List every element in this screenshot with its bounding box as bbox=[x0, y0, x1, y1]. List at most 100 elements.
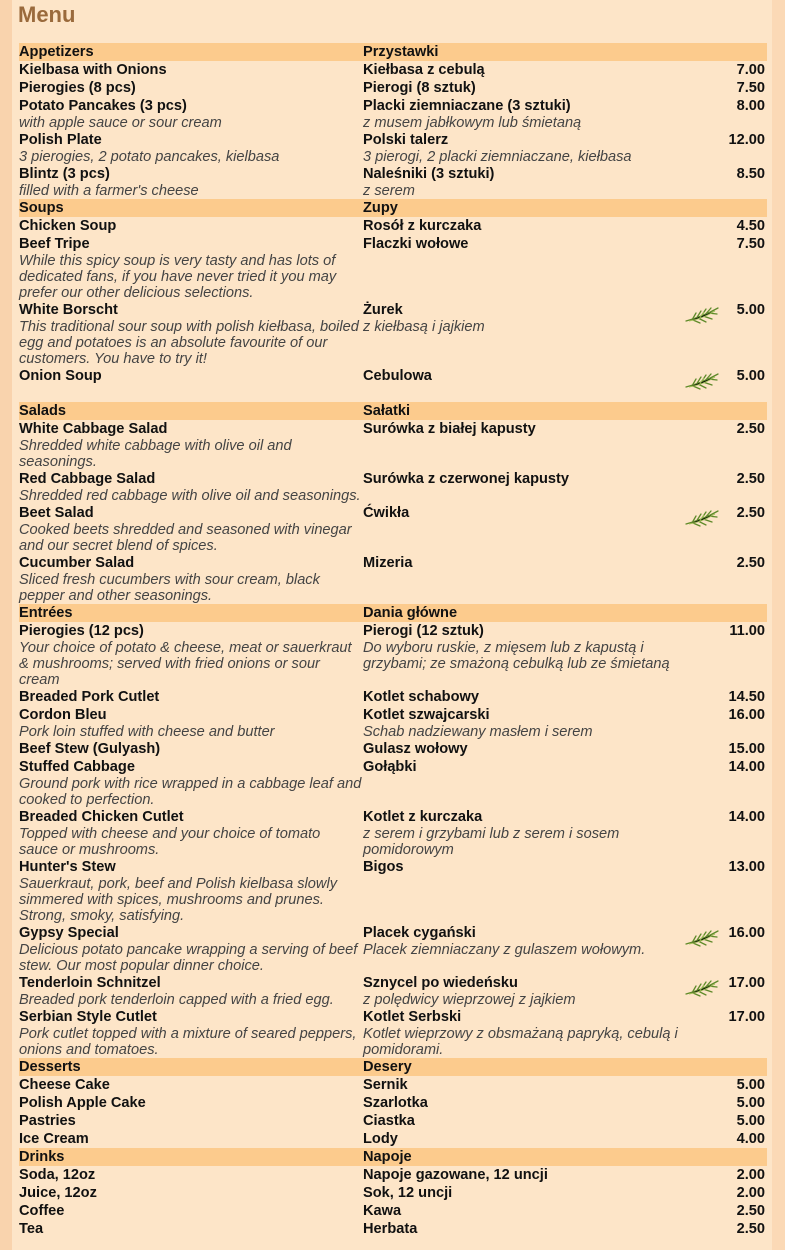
menu-item-row: Kielbasa with Onions Kiełbasa z cebulą 7.0… bbox=[19, 61, 767, 79]
item-desc-en: Pork loin stuffed with cheese and butter bbox=[19, 724, 275, 740]
section-title-pl: Napoje bbox=[363, 1148, 768, 1166]
item-en: Cheese Cake bbox=[19, 1076, 363, 1094]
item-pl: Szarlotka bbox=[363, 1094, 680, 1112]
item-pl: Bigos bbox=[363, 858, 680, 924]
menu-item-row: Red Cabbage Salad Shredded red cabbage wi… bbox=[19, 470, 767, 504]
item-en: Pierogies (12 pcs) Your choice of potato … bbox=[19, 622, 363, 688]
item-en: Chicken Soup bbox=[19, 217, 363, 235]
menu-item-row: Ice Cream Lody 4.00 bbox=[19, 1130, 767, 1148]
item-name-pl: Pierogi (12 sztuk) bbox=[363, 623, 484, 639]
herb-icon bbox=[684, 305, 722, 331]
item-price: 17.00 bbox=[728, 975, 766, 991]
icon-cell bbox=[680, 504, 725, 554]
item-price: 2.00 bbox=[736, 1185, 766, 1201]
item-name-en: Breaded Chicken Cutlet bbox=[19, 809, 184, 825]
item-en: Polish Plate 3 pierogies, 2 potato pancak… bbox=[19, 131, 363, 165]
item-pl: Ćwikła bbox=[363, 504, 680, 554]
item-name-pl: Szarlotka bbox=[363, 1095, 428, 1111]
item-price: 8.50 bbox=[736, 166, 766, 182]
item-name-pl: Kotlet Serbski bbox=[363, 1009, 462, 1025]
item-name-en: Tea bbox=[19, 1221, 44, 1237]
section-title-pl: Desery bbox=[363, 1058, 768, 1076]
section-title-en: Drinks bbox=[19, 1148, 363, 1166]
item-price: 12.00 bbox=[728, 132, 766, 148]
item-name-pl: Cebulowa bbox=[363, 368, 432, 384]
icon-cell bbox=[680, 420, 725, 470]
menu-item-row: Cheese Cake Sernik 5.00 bbox=[19, 1076, 767, 1094]
item-name-pl: Flaczki wołowe bbox=[363, 236, 469, 252]
section-title-pl: Przystawki bbox=[363, 43, 768, 61]
icon-cell bbox=[680, 858, 725, 924]
icon-cell bbox=[680, 97, 725, 131]
icon-cell bbox=[680, 1112, 725, 1130]
item-en: Stuffed Cabbage Ground pork with rice wra… bbox=[19, 758, 363, 808]
item-pl: Placki ziemniaczane (3 sztuki) z musem ja… bbox=[363, 97, 680, 131]
herb-icon bbox=[684, 978, 722, 1004]
item-pl: Żurek z kiełbasą i jajkiem bbox=[363, 301, 680, 367]
section-title-en: Soups bbox=[19, 199, 363, 217]
item-en: Serbian Style Cutlet Pork cutlet topped w… bbox=[19, 1008, 363, 1058]
section-title-en: Desserts bbox=[19, 1058, 363, 1076]
item-name-pl: Polski talerz bbox=[363, 132, 449, 148]
item-name-en: Coffee bbox=[19, 1203, 65, 1219]
item-price: 5.00 bbox=[736, 1113, 766, 1129]
menu-item-row: Polish Plate 3 pierogies, 2 potato pancak… bbox=[19, 131, 767, 165]
item-price: 4.50 bbox=[736, 218, 766, 234]
item-en: Beet Salad Cooked beets shredded and seas… bbox=[19, 504, 363, 554]
item-en: Gypsy Special Delicious potato pancake wr… bbox=[19, 924, 363, 974]
item-name-en: Cheese Cake bbox=[19, 1077, 110, 1093]
item-name-pl: Herbata bbox=[363, 1221, 418, 1237]
section-title-pl: Sałatki bbox=[363, 402, 768, 420]
herb-icon bbox=[684, 928, 722, 954]
item-pl: Ciastka bbox=[363, 1112, 680, 1130]
item-en: Breaded Pork Cutlet bbox=[19, 688, 363, 706]
item-name-en: Beef Stew (Gulyash) bbox=[19, 741, 161, 757]
menu-item-row: Beef Stew (Gulyash) Gulasz wołowy 15.00 bbox=[19, 740, 767, 758]
item-name-en: Beet Salad bbox=[19, 505, 94, 521]
item-pl: Herbata bbox=[363, 1220, 680, 1238]
item-en: Cordon Bleu Pork loin stuffed with cheese… bbox=[19, 706, 363, 740]
item-desc-pl: 3 pierogi, 2 placki ziemniaczane, kiełba… bbox=[363, 149, 632, 165]
item-pl: Napoje gazowane, 12 uncji bbox=[363, 1166, 680, 1184]
icon-cell bbox=[680, 165, 725, 199]
icon-cell bbox=[680, 1094, 725, 1112]
item-desc-pl: z polędwicy wieprzowej z jajkiem bbox=[363, 992, 576, 1008]
icon-cell bbox=[680, 235, 725, 301]
section-header: Salads Sałatki bbox=[19, 402, 768, 420]
icon-cell bbox=[680, 924, 725, 974]
menu-item-row: White Cabbage Salad Shredded white cabbag… bbox=[19, 420, 767, 470]
menu-item-row: Tea Herbata 2.50 bbox=[19, 1220, 767, 1238]
icon-cell bbox=[680, 808, 725, 858]
item-pl: Kotlet z kurczaka z serem i grzybami lub … bbox=[363, 808, 680, 858]
item-price: 5.00 bbox=[736, 368, 766, 384]
icon-cell bbox=[680, 706, 725, 740]
item-name-en: Gypsy Special bbox=[19, 925, 119, 941]
item-desc-pl: z kiełbasą i jajkiem bbox=[363, 319, 485, 335]
item-desc-en: Shredded white cabbage with olive oil an… bbox=[19, 438, 292, 470]
item-desc-en: Ground pork with rice wrapped in a cabba… bbox=[19, 776, 362, 808]
item-name-pl: Kiełbasa z cebulą bbox=[363, 62, 485, 78]
item-en: Potato Pancakes (3 pcs) with apple sauce … bbox=[19, 97, 363, 131]
icon-cell bbox=[680, 1130, 725, 1148]
icon-cell bbox=[680, 1008, 725, 1058]
item-pl: Flaczki wołowe bbox=[363, 235, 680, 301]
menu-item-row: Polish Apple Cake Szarlotka 5.00 bbox=[19, 1094, 767, 1112]
item-en: Hunter's Stew Sauerkraut, pork, beef and … bbox=[19, 858, 363, 924]
item-desc-en: Delicious potato pancake wrapping a serv… bbox=[19, 942, 358, 974]
item-en: White Borscht This traditional sour soup … bbox=[19, 301, 363, 367]
item-en: Ice Cream bbox=[19, 1130, 363, 1148]
item-en: Kielbasa with Onions bbox=[19, 61, 363, 79]
item-pl: Sok, 12 uncji bbox=[363, 1184, 680, 1202]
item-name-en: Polish Apple Cake bbox=[19, 1095, 146, 1111]
item-name-pl: Kotlet z kurczaka bbox=[363, 809, 483, 825]
icon-cell bbox=[680, 688, 725, 706]
item-name-en: Kielbasa with Onions bbox=[19, 62, 167, 78]
menu-item-row: Beet Salad Cooked beets shredded and seas… bbox=[19, 504, 767, 554]
item-pl: Naleśniki (3 sztuki) z serem bbox=[363, 165, 680, 199]
item-en: Soda, 12oz bbox=[19, 1166, 363, 1184]
item-desc-en: with apple sauce or sour cream bbox=[19, 115, 222, 131]
item-price: 11.00 bbox=[729, 623, 766, 639]
item-en: Coffee bbox=[19, 1202, 363, 1220]
item-name-en: Red Cabbage Salad bbox=[19, 471, 156, 487]
item-desc-pl: z serem bbox=[363, 183, 415, 199]
